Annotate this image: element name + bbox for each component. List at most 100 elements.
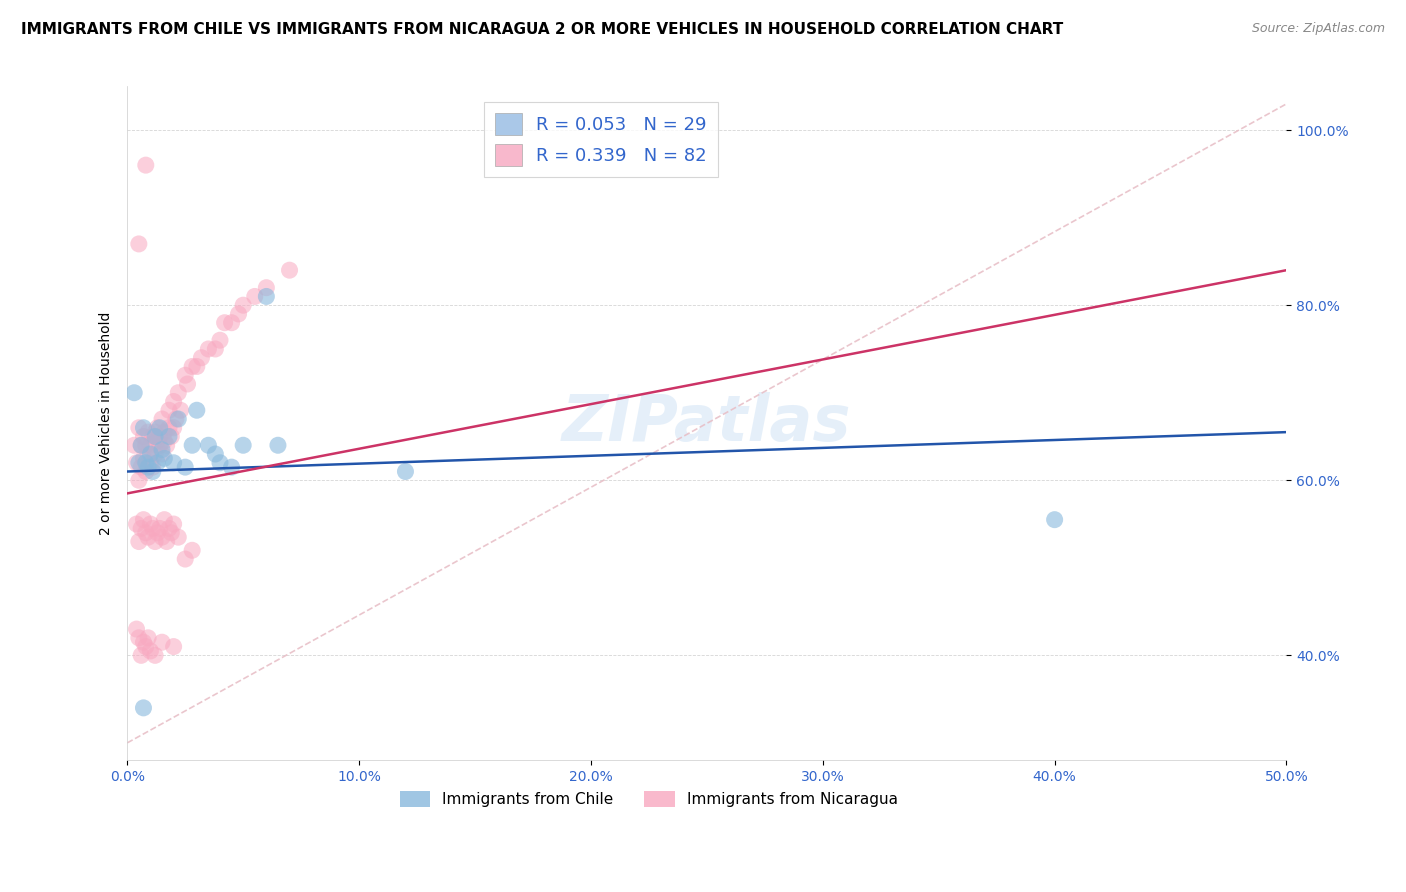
Point xyxy=(149,438,172,452)
Point xyxy=(139,456,162,470)
Point xyxy=(128,236,150,251)
Point xyxy=(150,442,173,457)
Point xyxy=(132,513,155,527)
Point xyxy=(150,635,173,649)
Point xyxy=(186,403,208,417)
Point xyxy=(149,421,172,435)
Point xyxy=(190,351,212,365)
Point xyxy=(162,456,184,470)
Text: ZIPatlas: ZIPatlas xyxy=(562,392,852,454)
Point xyxy=(135,438,157,452)
Point xyxy=(174,552,197,566)
Point xyxy=(254,289,277,303)
Point xyxy=(267,438,290,452)
Point xyxy=(1043,513,1066,527)
Point xyxy=(197,342,219,356)
Point xyxy=(181,438,204,452)
Point xyxy=(157,421,180,435)
Y-axis label: 2 or more Vehicles in Household: 2 or more Vehicles in Household xyxy=(100,311,114,535)
Point xyxy=(129,460,152,475)
Point xyxy=(132,421,155,435)
Point xyxy=(278,263,301,277)
Point xyxy=(254,281,277,295)
Point xyxy=(174,460,197,475)
Point xyxy=(142,465,165,479)
Point xyxy=(135,158,157,172)
Point xyxy=(221,316,243,330)
Point xyxy=(135,525,157,540)
Point xyxy=(136,425,159,439)
Text: IMMIGRANTS FROM CHILE VS IMMIGRANTS FROM NICARAGUA 2 OR MORE VEHICLES IN HOUSEHO: IMMIGRANTS FROM CHILE VS IMMIGRANTS FROM… xyxy=(21,22,1063,37)
Point xyxy=(204,447,226,461)
Point xyxy=(128,456,150,470)
Point xyxy=(132,635,155,649)
Point xyxy=(146,421,169,435)
Point xyxy=(153,434,176,448)
Point xyxy=(129,438,152,452)
Point xyxy=(142,460,165,475)
Point xyxy=(139,447,162,461)
Point xyxy=(167,385,190,400)
Point xyxy=(150,530,173,544)
Point xyxy=(132,429,155,443)
Point xyxy=(149,429,172,443)
Point xyxy=(167,412,190,426)
Point xyxy=(135,640,157,654)
Point xyxy=(136,530,159,544)
Point xyxy=(136,460,159,475)
Point xyxy=(125,622,148,636)
Point xyxy=(153,425,176,439)
Point xyxy=(129,521,152,535)
Point xyxy=(136,631,159,645)
Point xyxy=(136,447,159,461)
Point xyxy=(232,438,254,452)
Point xyxy=(157,521,180,535)
Point xyxy=(165,412,187,426)
Point xyxy=(167,530,190,544)
Point xyxy=(122,385,145,400)
Point xyxy=(221,460,243,475)
Point xyxy=(214,316,236,330)
Point xyxy=(139,516,162,531)
Point xyxy=(135,456,157,470)
Point xyxy=(146,456,169,470)
Point xyxy=(181,543,204,558)
Point xyxy=(156,534,179,549)
Point xyxy=(146,434,169,448)
Point xyxy=(146,525,169,540)
Point xyxy=(243,289,266,303)
Point xyxy=(162,516,184,531)
Point xyxy=(128,421,150,435)
Point xyxy=(142,521,165,535)
Point xyxy=(143,534,166,549)
Point xyxy=(153,451,176,466)
Point xyxy=(143,425,166,439)
Point xyxy=(160,429,183,443)
Point xyxy=(181,359,204,374)
Point xyxy=(129,648,152,663)
Point xyxy=(228,307,250,321)
Point xyxy=(150,447,173,461)
Point xyxy=(160,525,183,540)
Point xyxy=(139,644,162,658)
Point xyxy=(153,513,176,527)
Point xyxy=(157,429,180,443)
Point xyxy=(162,421,184,435)
Point xyxy=(169,403,191,417)
Point xyxy=(125,456,148,470)
Point xyxy=(157,403,180,417)
Point xyxy=(174,368,197,383)
Point xyxy=(142,429,165,443)
Point xyxy=(139,438,162,452)
Point xyxy=(128,534,150,549)
Point xyxy=(149,521,172,535)
Point xyxy=(132,451,155,466)
Point xyxy=(122,438,145,452)
Point xyxy=(156,438,179,452)
Point xyxy=(208,456,231,470)
Point xyxy=(197,438,219,452)
Text: Source: ZipAtlas.com: Source: ZipAtlas.com xyxy=(1251,22,1385,36)
Point xyxy=(132,701,155,715)
Point xyxy=(128,473,150,487)
Point xyxy=(162,394,184,409)
